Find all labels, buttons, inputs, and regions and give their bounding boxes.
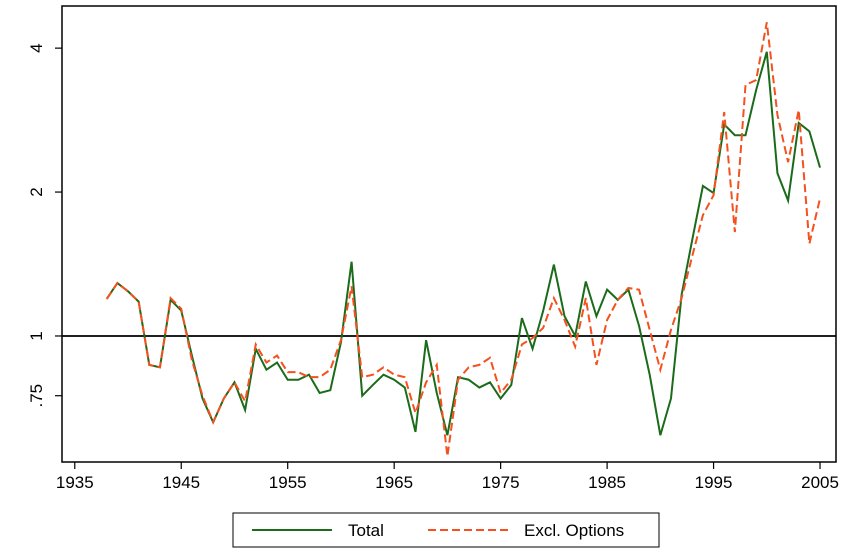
- plot-frame: [61, 5, 837, 463]
- x-tick-label: 1965: [375, 473, 413, 492]
- series-line: [105, 51, 821, 436]
- x-tick-label: 1955: [269, 473, 307, 492]
- x-tick-label: 1985: [588, 473, 626, 492]
- x-tick-label: 1995: [695, 473, 733, 492]
- x-tick-label: 1945: [162, 473, 200, 492]
- series-line: [105, 22, 822, 457]
- x-tick-label: 1975: [482, 473, 520, 492]
- x-tick-label: 2005: [801, 473, 839, 492]
- legend-label: Excl. Options: [524, 521, 624, 540]
- x-tick-label: 1935: [56, 473, 94, 492]
- legend-label: Total: [348, 521, 384, 540]
- y-tick-label: 1: [27, 331, 46, 340]
- y-tick-label: .75: [27, 384, 46, 408]
- y-tick-label: 4: [27, 43, 46, 52]
- y-tick-label: 2: [27, 187, 46, 196]
